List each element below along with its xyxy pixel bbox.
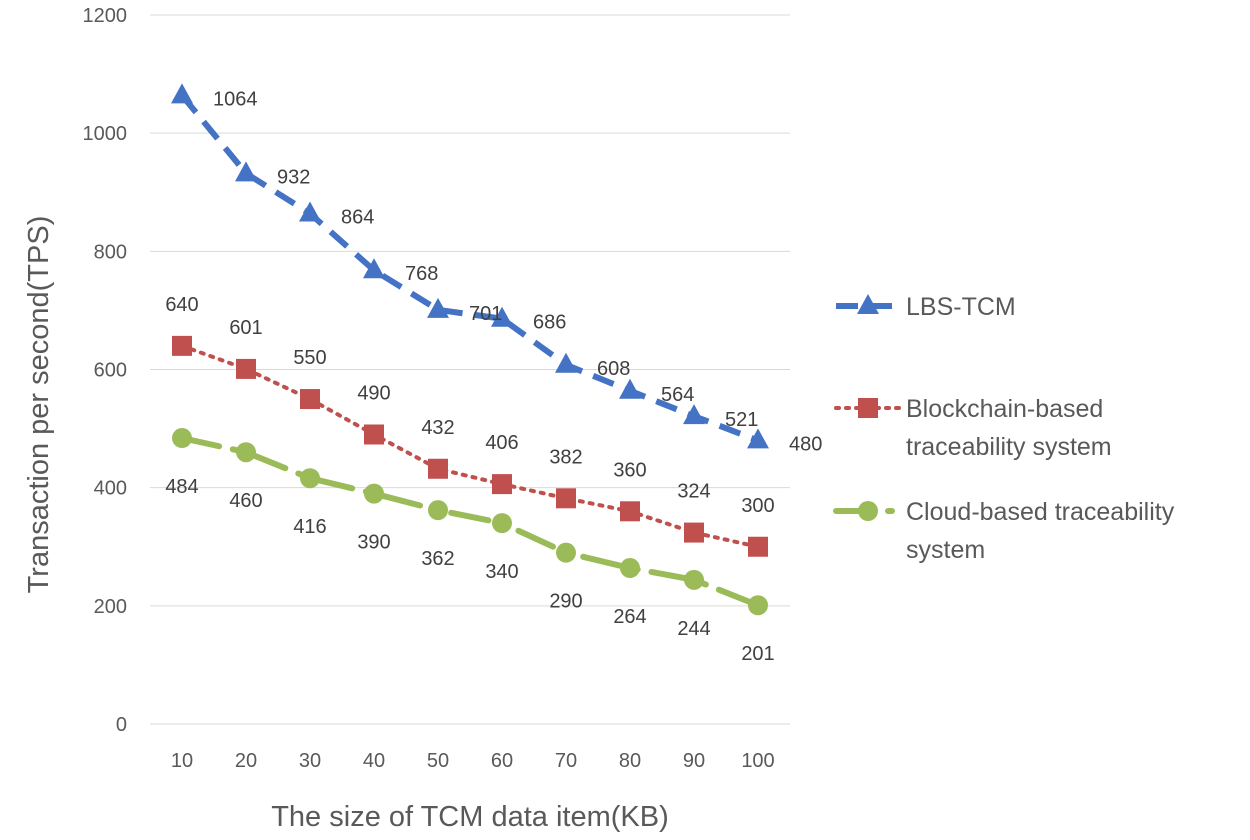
data-point-lbs-tcm <box>555 352 577 373</box>
data-point-cloud-based-traceability-system <box>492 513 512 534</box>
legend-label: Blockchain-based traceability system <box>906 395 1112 461</box>
data-point-cloud-based-traceability-system <box>748 595 768 616</box>
y-tick-label: 800 <box>94 241 127 263</box>
x-tick-label: 60 <box>491 750 513 772</box>
data-point-lbs-tcm <box>747 428 769 449</box>
legend-label: Cloud-based traceability system <box>906 498 1175 564</box>
data-labels: 1064 932 864 768 701 686 608 564 521 480 640 601 550… <box>165 88 822 665</box>
x-tick-label: 90 <box>683 750 705 772</box>
x-tick-label: 40 <box>363 750 385 772</box>
x-tick-label: 10 <box>171 750 193 772</box>
data-point-blockchain-based-traceability-system <box>556 488 576 509</box>
data-point-blockchain-based-traceability-system <box>428 458 448 479</box>
legend-marker <box>858 501 878 521</box>
gridlines <box>150 14 790 725</box>
data-point-cloud-based-traceability-system <box>300 468 320 489</box>
data-label-lbs-tcm: 480 <box>789 433 822 455</box>
legend-marker <box>857 294 879 314</box>
data-label-cloud-based-traceability-system: 390 <box>357 532 390 554</box>
x-axis-ticks: 10 20 30 40 50 60 70 80 90 100 <box>171 750 775 772</box>
data-point-lbs-tcm <box>427 297 449 318</box>
data-point-blockchain-based-traceability-system <box>172 335 192 356</box>
data-label-blockchain-based-traceability-system: 300 <box>741 495 774 517</box>
data-label-blockchain-based-traceability-system: 324 <box>677 481 710 503</box>
data-point-lbs-tcm <box>683 404 705 425</box>
data-point-blockchain-based-traceability-system <box>492 474 512 495</box>
data-point-lbs-tcm <box>363 258 385 279</box>
x-tick-label: 80 <box>619 750 641 772</box>
series-lines <box>171 83 769 616</box>
data-label-cloud-based-traceability-system: 244 <box>677 618 710 640</box>
y-axis-title: Transaction per second(TPS) <box>23 216 55 594</box>
series-line-lbs-tcm <box>179 93 760 444</box>
x-tick-label: 20 <box>235 750 257 772</box>
data-label-lbs-tcm: 768 <box>405 263 438 285</box>
data-point-blockchain-based-traceability-system <box>620 501 640 522</box>
data-point-blockchain-based-traceability-system <box>236 358 256 379</box>
legend: LBS-TCM Blockchain-based traceability syst… <box>833 293 1175 564</box>
data-point-cloud-based-traceability-system <box>428 500 448 521</box>
data-point-blockchain-based-traceability-system <box>364 424 384 445</box>
legend-item-cloud-based-traceability-system: Cloud-based traceability system <box>833 498 1175 564</box>
data-point-lbs-tcm <box>299 201 321 222</box>
data-label-blockchain-based-traceability-system: 490 <box>357 382 390 404</box>
data-label-blockchain-based-traceability-system: 640 <box>165 294 198 316</box>
series-line-cloud-based-traceability-system <box>179 435 761 609</box>
data-point-lbs-tcm <box>491 306 513 327</box>
data-label-cloud-based-traceability-system: 340 <box>485 561 518 583</box>
data-label-blockchain-based-traceability-system: 360 <box>613 459 646 481</box>
x-axis-title: The size of TCM data item(KB) <box>271 801 669 833</box>
legend-item-blockchain-based-traceability-system: Blockchain-based traceability system <box>834 395 1112 461</box>
data-point-blockchain-based-traceability-system <box>684 522 704 543</box>
data-point-lbs-tcm <box>171 83 193 104</box>
data-label-lbs-tcm: 521 <box>725 409 758 431</box>
data-label-lbs-tcm: 701 <box>469 303 502 325</box>
data-label-cloud-based-traceability-system: 484 <box>165 476 198 498</box>
data-point-cloud-based-traceability-system <box>556 542 576 563</box>
data-label-lbs-tcm: 686 <box>533 312 566 334</box>
y-axis-ticks: 0 200 400 600 800 1000 1200 <box>83 5 128 736</box>
legend-label: LBS-TCM <box>906 293 1016 321</box>
legend-marker <box>858 398 878 418</box>
series-line-blockchain-based-traceability-system <box>180 343 760 549</box>
data-point-cloud-based-traceability-system <box>684 569 704 590</box>
data-label-lbs-tcm: 1064 <box>213 88 258 110</box>
data-point-cloud-based-traceability-system <box>620 558 640 579</box>
x-tick-label: 50 <box>427 750 449 772</box>
data-label-cloud-based-traceability-system: 290 <box>549 591 582 613</box>
data-point-blockchain-based-traceability-system <box>300 389 320 410</box>
data-label-cloud-based-traceability-system: 416 <box>293 516 326 538</box>
data-label-lbs-tcm: 932 <box>277 166 310 188</box>
data-label-cloud-based-traceability-system: 460 <box>229 490 262 512</box>
data-point-cloud-based-traceability-system <box>172 428 192 449</box>
y-tick-label: 1200 <box>83 5 128 27</box>
data-label-blockchain-based-traceability-system: 601 <box>229 317 262 339</box>
y-tick-label: 0 <box>116 714 127 736</box>
x-tick-label: 100 <box>741 750 774 772</box>
data-label-lbs-tcm: 864 <box>341 207 374 229</box>
data-label-cloud-based-traceability-system: 201 <box>741 643 774 665</box>
y-tick-label: 1000 <box>83 123 128 145</box>
data-label-lbs-tcm: 608 <box>597 358 630 380</box>
data-point-lbs-tcm <box>235 161 257 182</box>
legend-item-lbs-tcm: LBS-TCM <box>836 293 1016 321</box>
y-tick-label: 200 <box>94 596 127 618</box>
data-label-blockchain-based-traceability-system: 550 <box>293 347 326 369</box>
x-tick-label: 30 <box>299 750 321 772</box>
data-point-lbs-tcm <box>619 378 641 399</box>
data-label-blockchain-based-traceability-system: 406 <box>485 432 518 454</box>
y-tick-label: 400 <box>94 478 127 500</box>
data-label-cloud-based-traceability-system: 362 <box>421 548 454 570</box>
y-tick-label: 600 <box>94 360 127 382</box>
data-point-cloud-based-traceability-system <box>236 442 256 463</box>
data-label-cloud-based-traceability-system: 264 <box>613 606 646 628</box>
x-tick-label: 70 <box>555 750 577 772</box>
data-label-lbs-tcm: 564 <box>661 384 694 406</box>
data-point-blockchain-based-traceability-system <box>748 536 768 557</box>
data-label-blockchain-based-traceability-system: 382 <box>549 446 582 468</box>
data-point-cloud-based-traceability-system <box>364 483 384 504</box>
data-label-blockchain-based-traceability-system: 432 <box>421 417 454 439</box>
